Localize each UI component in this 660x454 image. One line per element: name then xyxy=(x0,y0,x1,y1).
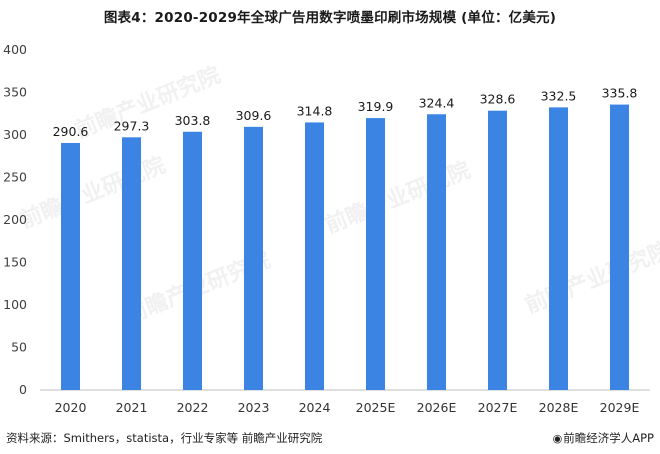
brand-label: ◉前瞻经济学人APP xyxy=(553,430,654,446)
y-tick-label: 400 xyxy=(3,42,27,57)
bar-value-label: 303.8 xyxy=(175,113,211,128)
y-tick-label: 300 xyxy=(3,127,27,142)
bar-value-label: 297.3 xyxy=(114,118,150,133)
bar-chart: 0 50 100 150 200 250 300 350 400 290.6 297.3 303.8… xyxy=(3,42,650,415)
x-tick-label: 2022 xyxy=(177,400,209,415)
bar xyxy=(122,137,141,390)
bar-value-label: 335.8 xyxy=(602,86,638,101)
bar xyxy=(183,131,202,390)
bar-value-label: 319.9 xyxy=(358,99,394,114)
bar xyxy=(305,122,324,391)
bar xyxy=(610,104,629,390)
bar-value-label: 324.4 xyxy=(419,95,455,110)
y-tick-label: 250 xyxy=(3,170,27,185)
bar xyxy=(366,118,385,391)
bar-value-label: 314.8 xyxy=(297,103,333,118)
x-tick-label: 2028E xyxy=(539,400,579,415)
bar xyxy=(488,110,507,390)
bar-value-label: 309.6 xyxy=(236,108,272,123)
y-axis-labels: 0 50 100 150 200 250 300 350 400 xyxy=(3,42,27,397)
y-tick-label: 200 xyxy=(3,212,27,227)
bar-value-label: 328.6 xyxy=(480,92,516,107)
bar xyxy=(427,114,446,390)
y-tick-label: 100 xyxy=(3,297,27,312)
y-tick-label: 350 xyxy=(3,85,27,100)
x-tick-label: 2021 xyxy=(116,400,148,415)
y-tick-label: 150 xyxy=(3,255,27,270)
x-tick-label: 2029E xyxy=(600,400,640,415)
source-note: 资料来源：Smithers，statista，行业专家等 前瞻产业研究院 xyxy=(6,431,323,445)
x-tick-label: 2023 xyxy=(238,400,270,415)
x-tick-label: 2027E xyxy=(478,400,518,415)
x-tick-label: 2026E xyxy=(417,400,457,415)
bar-value-label: 332.5 xyxy=(541,88,577,103)
brand-icon: ◉ xyxy=(552,432,563,445)
bar xyxy=(244,126,263,390)
y-tick-label: 0 xyxy=(19,382,27,397)
bars xyxy=(61,104,629,391)
chart-title: 图表4：2020-2029年全球广告用数字喷墨印刷市场规模 (单位：亿美元) xyxy=(103,10,557,26)
x-tick-label: 2025E xyxy=(356,400,396,415)
bar xyxy=(549,107,568,390)
bar-value-label: 290.6 xyxy=(53,124,89,139)
brand-text: 前瞻经济学人APP xyxy=(563,431,654,445)
x-tick-label: 2024 xyxy=(299,400,331,415)
x-tick-label: 2020 xyxy=(55,400,87,415)
y-tick-label: 50 xyxy=(11,340,27,355)
bar-labels: 290.6 297.3 303.8 309.6 314.8 319.9 324.4 328.6… xyxy=(53,86,638,139)
bar xyxy=(61,142,80,390)
x-axis-labels: 2020 2021 2022 2023 2024 2025E 2026E 2027E 2028E… xyxy=(55,400,640,415)
